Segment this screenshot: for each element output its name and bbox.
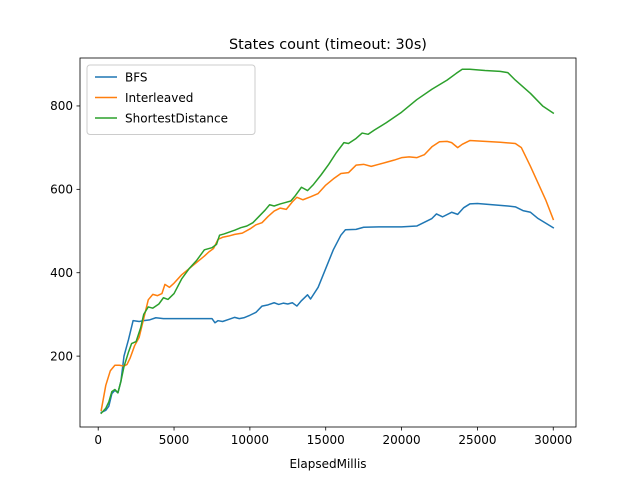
legend-label-interleaved: Interleaved [125, 91, 193, 105]
x-axis-label: ElapsedMillis [289, 457, 366, 471]
legend-box [86, 64, 256, 135]
axes-frame [79, 57, 577, 428]
legend-label-bfs: BFS [125, 70, 148, 84]
legend-label-shortestdistance: ShortestDistance [125, 111, 228, 125]
x-tick-label: 10000 [231, 433, 269, 447]
series-line-interleaved [100, 139, 555, 412]
x-tick-label: 25000 [458, 433, 496, 447]
x-tick-label: 0 [94, 433, 102, 447]
legend: BFS Interleaved ShortestDistance [86, 64, 256, 135]
y-tick-label: 800 [50, 99, 73, 113]
series-line-shortestdistance [100, 68, 555, 415]
y-tick-label: 200 [50, 349, 73, 363]
y-tick-label: 400 [50, 266, 73, 280]
x-tick-label: 20000 [382, 433, 420, 447]
chart-title: States count (timeout: 30s) [229, 37, 427, 53]
x-tick-label: 5000 [159, 433, 190, 447]
x-tick-label: 15000 [307, 433, 345, 447]
x-tick-label: 30000 [534, 433, 572, 447]
plot-area: 0 5000 10000 15000 20000 25000 30000 200 400 600 8… [50, 57, 577, 447]
y-tick-label: 600 [50, 183, 73, 197]
